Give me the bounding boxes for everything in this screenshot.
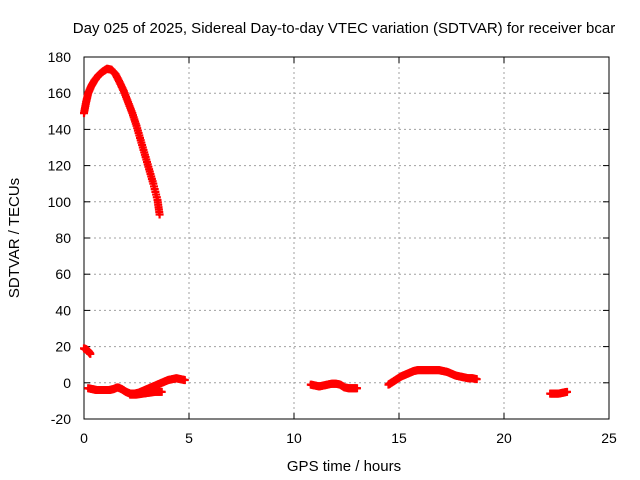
- x-tick-label: 5: [185, 430, 193, 446]
- y-tick-label: 120: [48, 158, 72, 174]
- y-tick-label: 80: [55, 230, 71, 246]
- data-point: [563, 387, 571, 396]
- data-point: [157, 387, 166, 396]
- y-tick-label: 180: [48, 49, 72, 65]
- series-low-2-4-lower: [126, 387, 166, 399]
- x-tick-label: 10: [286, 430, 302, 446]
- series-start-drop: [80, 344, 95, 358]
- data-point: [472, 375, 481, 384]
- x-tick-label: 20: [496, 430, 512, 446]
- y-tick-label: -20: [51, 411, 71, 427]
- y-tick-label: 60: [55, 266, 71, 282]
- chart-title: Day 025 of 2025, Sidereal Day-to-day VTE…: [73, 20, 615, 37]
- series-high-arc: [80, 64, 164, 219]
- data-point: [86, 349, 95, 358]
- data-points: [80, 64, 571, 399]
- series-low-14-19: [384, 366, 481, 389]
- series-low-10-13: [306, 379, 361, 393]
- x-tick-label: 25: [601, 430, 617, 446]
- grid: [84, 57, 609, 419]
- data-point: [353, 384, 361, 393]
- data-point: [180, 376, 189, 385]
- y-axis-label: SDTVAR / TECUs: [6, 178, 23, 298]
- y-tick-label: 160: [48, 85, 72, 101]
- axis-ticks: 0 5 10 15 20 25 -20 0 20 40 60 80 100 120 140 160 180: [48, 49, 617, 446]
- series-low-22-23: [546, 387, 571, 398]
- y-tick-label: 140: [48, 121, 72, 137]
- x-tick-label: 0: [80, 430, 88, 446]
- data-point: [155, 210, 164, 219]
- y-tick-label: 100: [48, 194, 72, 210]
- x-axis-label: GPS time / hours: [287, 458, 401, 475]
- x-tick-label: 15: [391, 430, 407, 446]
- y-tick-label: 0: [63, 375, 71, 391]
- y-tick-label: 40: [55, 302, 71, 318]
- y-tick-label: 20: [55, 339, 71, 355]
